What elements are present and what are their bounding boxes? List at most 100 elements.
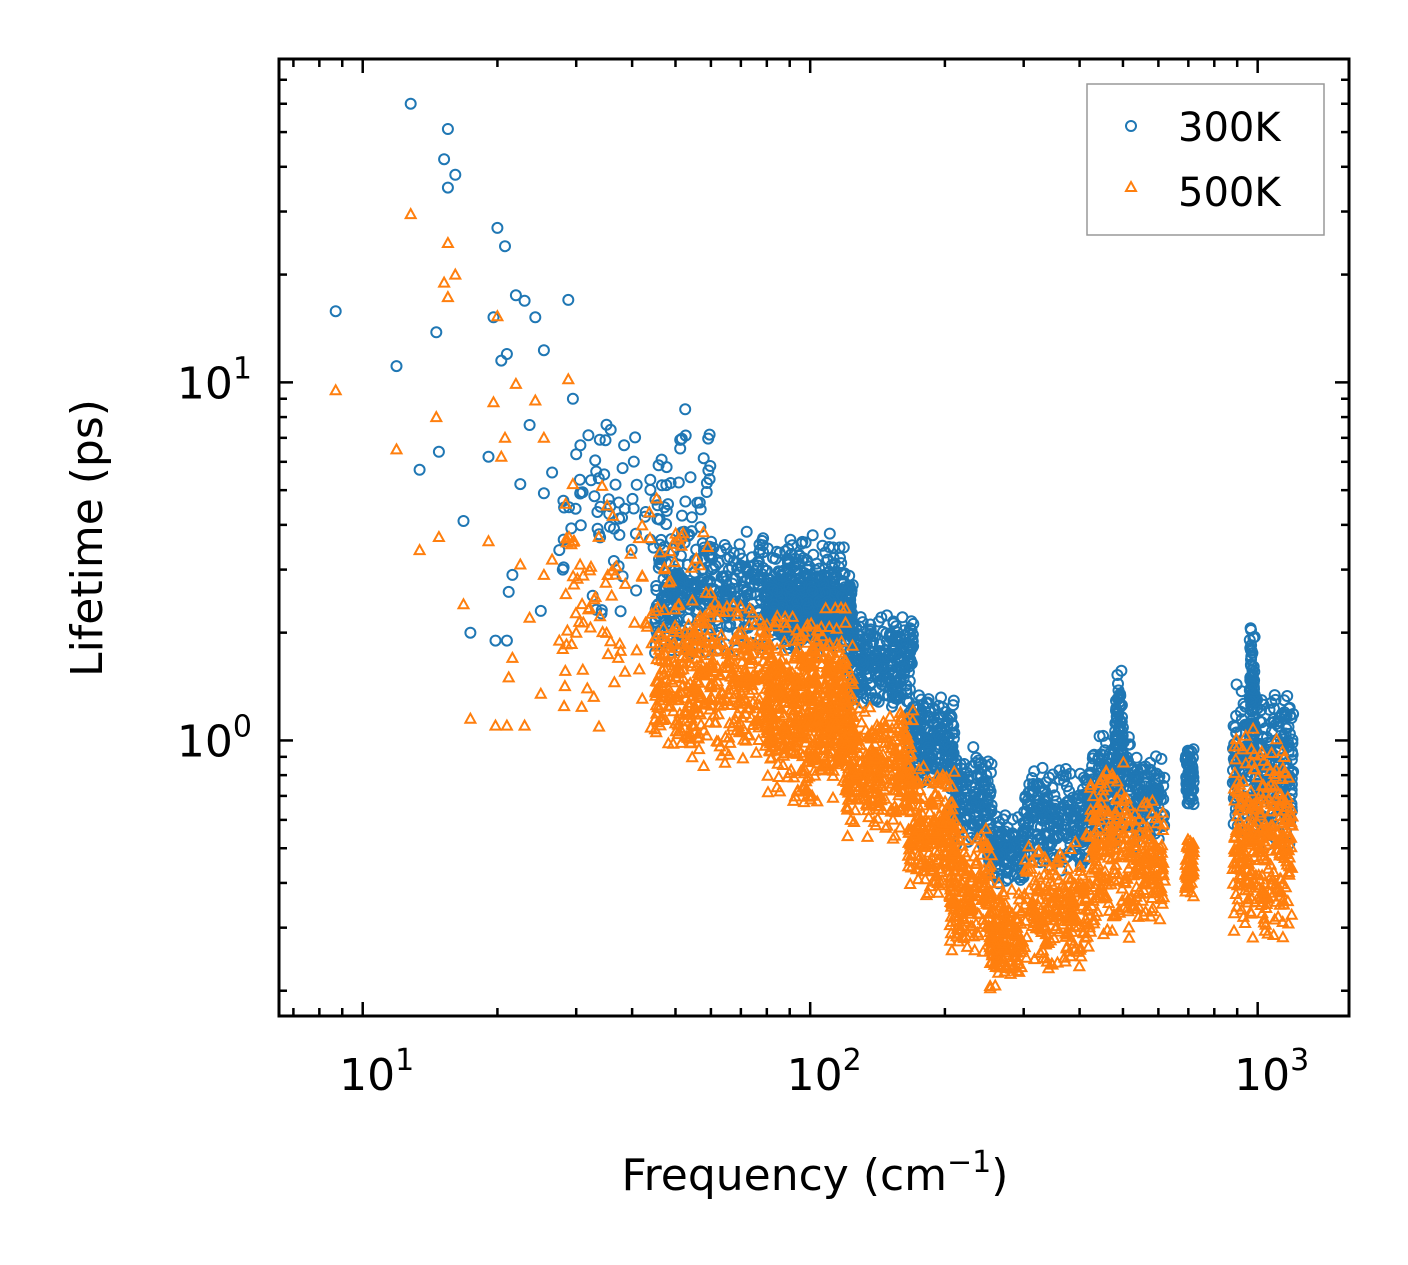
data-point-300k bbox=[981, 775, 994, 788]
data-point-300k bbox=[718, 539, 731, 551]
data-point-500k bbox=[668, 716, 682, 729]
data-point-300k bbox=[1112, 677, 1124, 690]
data-point-500k bbox=[791, 641, 805, 654]
data-point-300k bbox=[404, 97, 417, 110]
data-point-500k bbox=[824, 717, 838, 730]
data-point-500k bbox=[994, 898, 1008, 911]
data-point-500k bbox=[671, 693, 686, 706]
data-point-500k bbox=[864, 768, 879, 781]
data-point-500k bbox=[874, 793, 888, 806]
data-point-500k bbox=[888, 746, 902, 759]
data-point-500k bbox=[736, 751, 750, 764]
data-point-300k bbox=[1041, 838, 1054, 851]
data-point-500k bbox=[821, 664, 835, 677]
data-point-300k bbox=[795, 537, 808, 550]
data-point-300k bbox=[662, 498, 674, 511]
data-point-500k bbox=[603, 634, 618, 647]
data-point-500k bbox=[710, 610, 724, 623]
data-point-500k bbox=[711, 734, 725, 747]
data-point-500k bbox=[935, 815, 949, 828]
data-point-500k bbox=[893, 776, 907, 789]
data-point-500k bbox=[740, 634, 754, 647]
data-point-300k bbox=[1059, 763, 1072, 775]
data-point-500k bbox=[618, 664, 632, 677]
data-point-500k bbox=[692, 742, 706, 755]
data-point-500k bbox=[946, 846, 960, 859]
data-point-500k bbox=[969, 916, 983, 929]
data-point-500k bbox=[694, 664, 708, 677]
data-point-500k bbox=[984, 848, 999, 861]
data-point-300k bbox=[592, 472, 605, 485]
data-point-300k bbox=[700, 486, 713, 498]
data-point-300k bbox=[457, 515, 470, 527]
data-point-500k bbox=[947, 908, 962, 921]
data-point-300k bbox=[684, 471, 697, 484]
data-point-500k bbox=[872, 798, 886, 811]
data-point-500k bbox=[950, 921, 964, 934]
data-point-500k bbox=[976, 944, 990, 957]
data-point-300k bbox=[449, 168, 462, 181]
data-point-300k bbox=[594, 500, 607, 513]
data-point-500k bbox=[767, 690, 781, 703]
data-point-500k bbox=[448, 267, 462, 280]
data-point-500k bbox=[765, 682, 780, 695]
data-point-300k bbox=[441, 181, 454, 194]
data-point-500k bbox=[729, 632, 743, 645]
data-point-500k bbox=[799, 735, 813, 748]
data-point-500k bbox=[608, 567, 623, 580]
data-point-300k bbox=[650, 580, 663, 592]
data-point-500k bbox=[639, 616, 653, 629]
data-point-500k bbox=[918, 840, 932, 853]
data-point-300k bbox=[441, 123, 454, 135]
data-point-300k bbox=[784, 533, 797, 546]
data-point-500k bbox=[714, 748, 729, 761]
data-point-500k bbox=[796, 764, 810, 777]
data-point-500k bbox=[559, 496, 573, 509]
data-point-500k bbox=[760, 667, 774, 680]
data-point-500k bbox=[901, 835, 916, 848]
data-point-500k bbox=[995, 955, 1009, 968]
data-point-300k bbox=[683, 574, 696, 587]
data-point-500k bbox=[763, 736, 777, 749]
data-point-500k bbox=[945, 943, 959, 956]
data-point-500k bbox=[832, 696, 846, 709]
data-point-500k bbox=[869, 818, 883, 831]
data-point-500k bbox=[605, 588, 619, 601]
data-point-300k bbox=[608, 522, 620, 535]
data-point-500k bbox=[863, 700, 877, 713]
data-point-500k bbox=[689, 551, 703, 564]
data-point-500k bbox=[731, 608, 745, 621]
data-point-300k bbox=[630, 478, 643, 491]
data-point-500k bbox=[810, 713, 825, 726]
data-point-300k bbox=[828, 557, 841, 570]
data-point-500k bbox=[971, 840, 985, 853]
data-point-500k bbox=[502, 670, 516, 683]
data-point-300k bbox=[464, 626, 477, 639]
data-point-500k bbox=[750, 697, 765, 710]
data-point-300k bbox=[705, 543, 718, 556]
data-point-500k bbox=[957, 884, 971, 897]
data-point-300k bbox=[985, 758, 998, 770]
data-point-500k bbox=[663, 544, 677, 557]
data-point-500k bbox=[666, 624, 680, 637]
data-point-300k bbox=[1281, 734, 1294, 747]
data-point-500k bbox=[758, 624, 773, 637]
data-point-500k bbox=[746, 605, 760, 618]
data-point-300k bbox=[627, 455, 640, 468]
data-point-500k bbox=[599, 625, 614, 638]
data-point-500k bbox=[826, 790, 840, 803]
data-point-300k bbox=[529, 311, 542, 324]
data-point-300k bbox=[806, 585, 819, 598]
data-point-500k bbox=[560, 623, 575, 636]
data-point-300k bbox=[783, 580, 796, 593]
data-point-500k bbox=[805, 753, 820, 766]
data-point-500k bbox=[862, 810, 876, 823]
data-point-500k bbox=[537, 567, 551, 580]
data-point-300k bbox=[1022, 786, 1035, 799]
data-point-300k bbox=[1227, 720, 1240, 732]
data-point-500k bbox=[717, 644, 731, 657]
data-point-500k bbox=[700, 539, 715, 552]
data-point-500k bbox=[901, 757, 916, 770]
data-point-300k bbox=[514, 478, 527, 491]
data-point-500k bbox=[560, 535, 574, 548]
